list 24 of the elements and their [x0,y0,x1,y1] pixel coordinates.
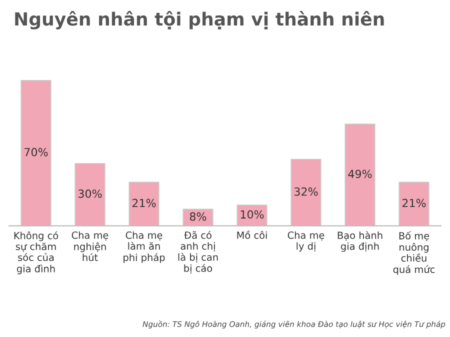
data-label: 10% [240,210,264,219]
bar [344,124,376,226]
x-tick-label: Cha mẹ nghiện hút [72,231,108,262]
chart-title: Nguyên nhân tội phạm vị thành niên [15,11,384,30]
x-tick-label: Cha mẹ ly dị [288,231,324,252]
x-tick-label: Mồ côi [237,230,267,239]
bar [20,80,52,226]
x-tick-label: Bạo hành gia định [338,231,382,252]
bar [236,204,268,226]
x-tick-label: Cha mẹ làm ăn phi pháp [124,231,165,263]
x-tick-label: Không có sự chăm sóc của gia đình [14,231,58,274]
data-label: 32% [294,187,318,196]
bar [290,158,322,226]
bar [74,163,106,226]
x-tick-label: Đã có anh chị là bị can bị cáo [178,230,218,274]
bar [128,182,160,226]
data-label: 21% [402,198,426,208]
data-label: 8% [190,212,206,221]
data-label: 49% [348,170,372,178]
data-label: 21% [132,198,156,208]
data-label: 70% [24,148,48,156]
x-tick-label: Bố mẹ nuông chiều quá mức [393,231,435,275]
bar [398,182,430,226]
data-label: 30% [78,189,102,198]
